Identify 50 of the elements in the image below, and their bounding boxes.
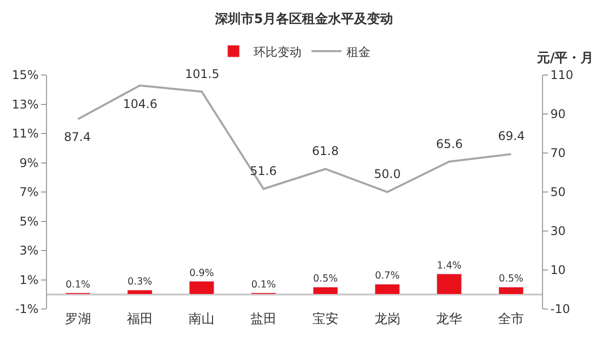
data-label: 51.6 (250, 164, 277, 178)
data-label: 0.5% (498, 274, 524, 285)
legend-label: 环比变动 (254, 44, 302, 59)
y2-tick-label: -10 (550, 302, 570, 316)
y-tick-label: 7% (20, 185, 39, 200)
y2-tick-label: 110 (550, 68, 574, 82)
legend-label: 租金 (346, 44, 370, 59)
bar (312, 286, 338, 295)
y-tick-label: 15% (12, 68, 39, 82)
bar (189, 280, 214, 295)
y-tick-label: 9% (20, 156, 39, 170)
x-tick-label: 全市 (498, 312, 524, 327)
bar (498, 286, 524, 295)
x-tick-label: 盐田 (250, 312, 277, 327)
y-tick-label: 13% (12, 97, 39, 112)
y-tick-label: 3% (20, 244, 39, 258)
bar (127, 290, 152, 295)
chart-title: 深圳市5月各区租金水平及变动 (214, 11, 394, 28)
y2-tick-label: 50 (550, 185, 566, 200)
x-tick-label: 福田 (126, 312, 153, 327)
data-label: 0.5% (313, 274, 338, 285)
data-label: 87.4 (64, 130, 91, 144)
data-label: 0.3% (127, 276, 152, 288)
data-label: 69.4 (498, 129, 525, 143)
x-tick-label: 宝安 (312, 311, 338, 327)
data-label: 50.0 (374, 167, 401, 181)
bar (374, 284, 400, 295)
y-tick-label: 1% (20, 272, 39, 287)
data-label: 0.1% (251, 279, 276, 290)
x-tick-label: 南山 (188, 312, 215, 327)
data-label: 0.9% (189, 268, 214, 279)
x-tick-label: 罗湖 (64, 312, 91, 327)
data-label: 65.6 (436, 137, 463, 151)
y2-tick-label: 70 (550, 146, 566, 160)
y2-tick-label: 90 (550, 107, 566, 122)
data-label: 104.6 (123, 97, 158, 111)
y-tick-label: 11% (12, 126, 39, 141)
y2-axis-title: 元/平・月 (536, 51, 594, 66)
data-label: 0.1% (66, 279, 90, 290)
y-tick-label: -1% (15, 302, 39, 316)
y2-tick-label: 30 (550, 224, 566, 238)
y2-tick-label: 10 (550, 263, 566, 278)
x-tick-label: 龙华 (436, 312, 462, 327)
x-tick-label: 龙岗 (374, 312, 400, 327)
y-tick-label: 5% (20, 214, 39, 228)
data-label: 0.7% (374, 270, 400, 282)
data-label: 1.4% (436, 260, 462, 272)
data-label: 101.5 (185, 67, 220, 81)
data-label: 61.8 (312, 144, 339, 158)
bar (436, 274, 462, 295)
